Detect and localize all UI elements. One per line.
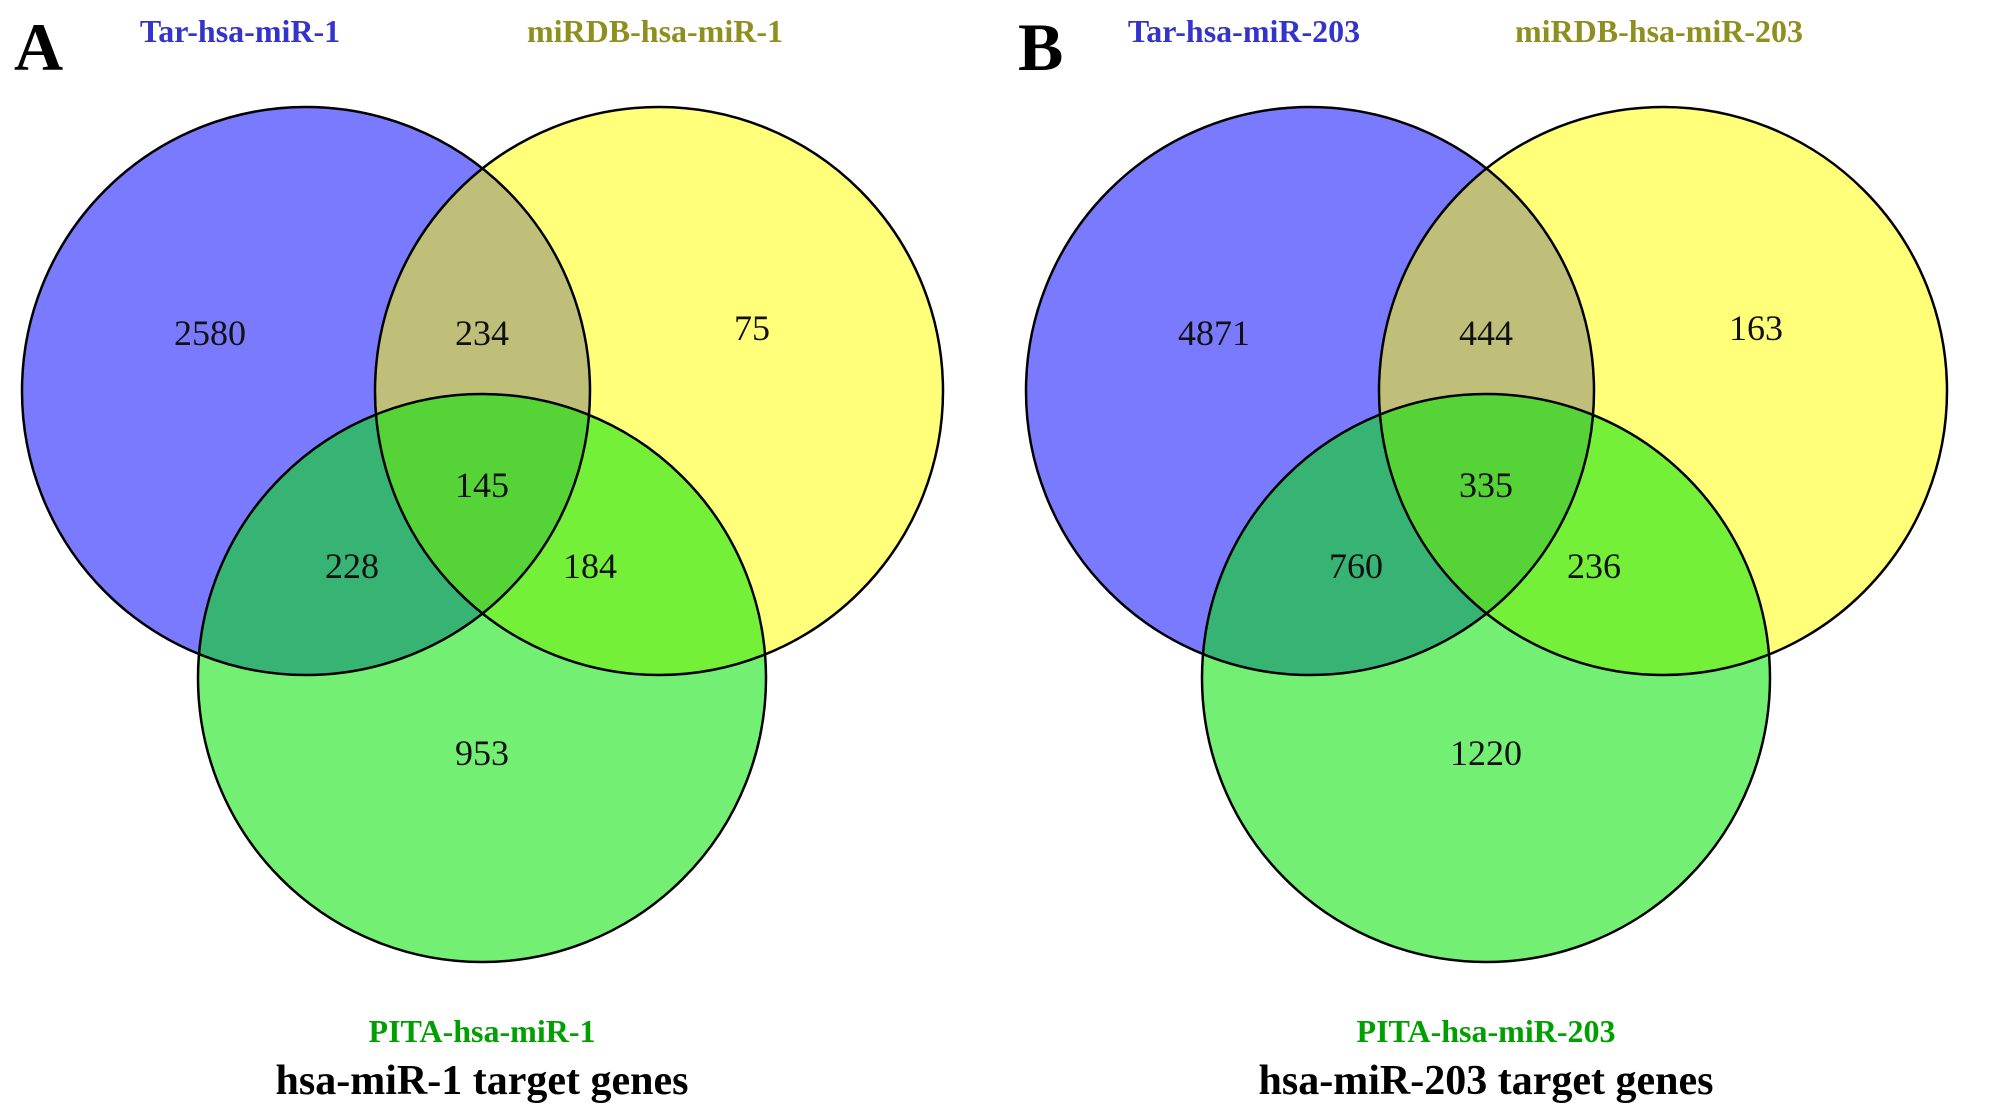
venn-circle-pita-fill (1202, 394, 1770, 962)
venn-circle-tar-outline (1024, 105, 1596, 677)
count-tar-only: 4871 (1178, 313, 1250, 353)
count-mirdb-pita: 184 (563, 546, 617, 586)
count-tar-mirdb: 444 (1459, 313, 1513, 353)
venn-circle-mirdb-outline (1377, 105, 1949, 677)
count-mirdb-pita: 236 (1567, 546, 1621, 586)
set-label-pita: PITA-hsa-miR-1 (369, 1013, 596, 1049)
set-label-pita: PITA-hsa-miR-203 (1357, 1013, 1616, 1049)
venn-circles (1024, 105, 1949, 964)
set-label-targetscan: Tar-hsa-miR-1 (140, 13, 340, 49)
count-tar-pita: 228 (325, 546, 379, 586)
count-tar-mirdb: 234 (455, 313, 509, 353)
panel-letter-b: B (1018, 9, 1063, 85)
count-pita-only: 953 (455, 733, 509, 773)
count-all-three: 145 (455, 465, 509, 505)
panel-letter-a: A (14, 9, 63, 85)
count-mirdb-only: 163 (1729, 308, 1783, 348)
venn-circle-pita-outline (1200, 392, 1772, 964)
count-all-three: 335 (1459, 465, 1513, 505)
count-tar-only: 2580 (174, 313, 246, 353)
count-pita-only: 1220 (1450, 733, 1522, 773)
set-label-targetscan: Tar-hsa-miR-203 (1128, 13, 1360, 49)
count-mirdb-only: 75 (734, 308, 770, 348)
venn-circle-mirdb-outline (373, 105, 945, 677)
venn-circle-tar-outline (20, 105, 592, 677)
panel-caption: hsa-miR-203 target genes (1259, 1058, 1714, 1104)
count-tar-pita: 760 (1329, 546, 1383, 586)
set-label-mirdb: miRDB-hsa-miR-1 (527, 13, 783, 49)
venn-panel-a: A Tar-hsa-miR-1 miRDB-hsa-miR-1 2580 234… (14, 9, 945, 1104)
venn-panel-b: B Tar-hsa-miR-203 miRDB-hsa-miR-203 4871… (1018, 9, 1949, 1104)
venn-circles (20, 105, 945, 964)
set-label-mirdb: miRDB-hsa-miR-203 (1515, 13, 1803, 49)
panel-caption: hsa-miR-1 target genes (276, 1058, 689, 1104)
venn-circle-pita-fill (198, 394, 766, 962)
venn-circle-pita-outline (196, 392, 768, 964)
